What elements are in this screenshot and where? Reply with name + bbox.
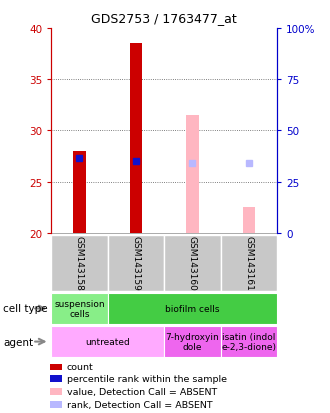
Text: 7-hydroxyin
dole: 7-hydroxyin dole [166, 332, 219, 351]
Bar [108, 235, 164, 291]
Bar [221, 235, 277, 291]
Bar [164, 235, 221, 291]
Title: GDS2753 / 1763477_at: GDS2753 / 1763477_at [91, 12, 237, 25]
Text: GSM143160: GSM143160 [188, 236, 197, 291]
Bar [50, 364, 62, 370]
Bar [50, 401, 62, 408]
Text: GSM143161: GSM143161 [245, 236, 253, 291]
Text: suspension
cells: suspension cells [54, 299, 105, 318]
Bar [51, 293, 108, 324]
Bar [164, 326, 221, 357]
Bar [51, 235, 108, 291]
Text: untreated: untreated [85, 337, 130, 346]
Text: isatin (indol
e-2,3-dione): isatin (indol e-2,3-dione) [221, 332, 277, 351]
Bar [243, 208, 255, 233]
Bar [50, 388, 62, 395]
Bar [130, 44, 142, 233]
Text: percentile rank within the sample: percentile rank within the sample [67, 375, 227, 383]
Text: count: count [67, 363, 93, 372]
Bar [73, 152, 85, 233]
Bar [51, 326, 164, 357]
Text: GSM143158: GSM143158 [75, 236, 84, 291]
Text: value, Detection Call = ABSENT: value, Detection Call = ABSENT [67, 387, 217, 396]
Text: biofilm cells: biofilm cells [165, 304, 220, 313]
Text: agent: agent [3, 337, 33, 347]
Bar [221, 326, 277, 357]
Text: rank, Detection Call = ABSENT: rank, Detection Call = ABSENT [67, 400, 212, 409]
Text: cell type: cell type [3, 304, 48, 314]
Text: GSM143159: GSM143159 [131, 236, 141, 291]
Bar [186, 116, 199, 233]
Bar [50, 375, 62, 382]
Bar [108, 293, 277, 324]
